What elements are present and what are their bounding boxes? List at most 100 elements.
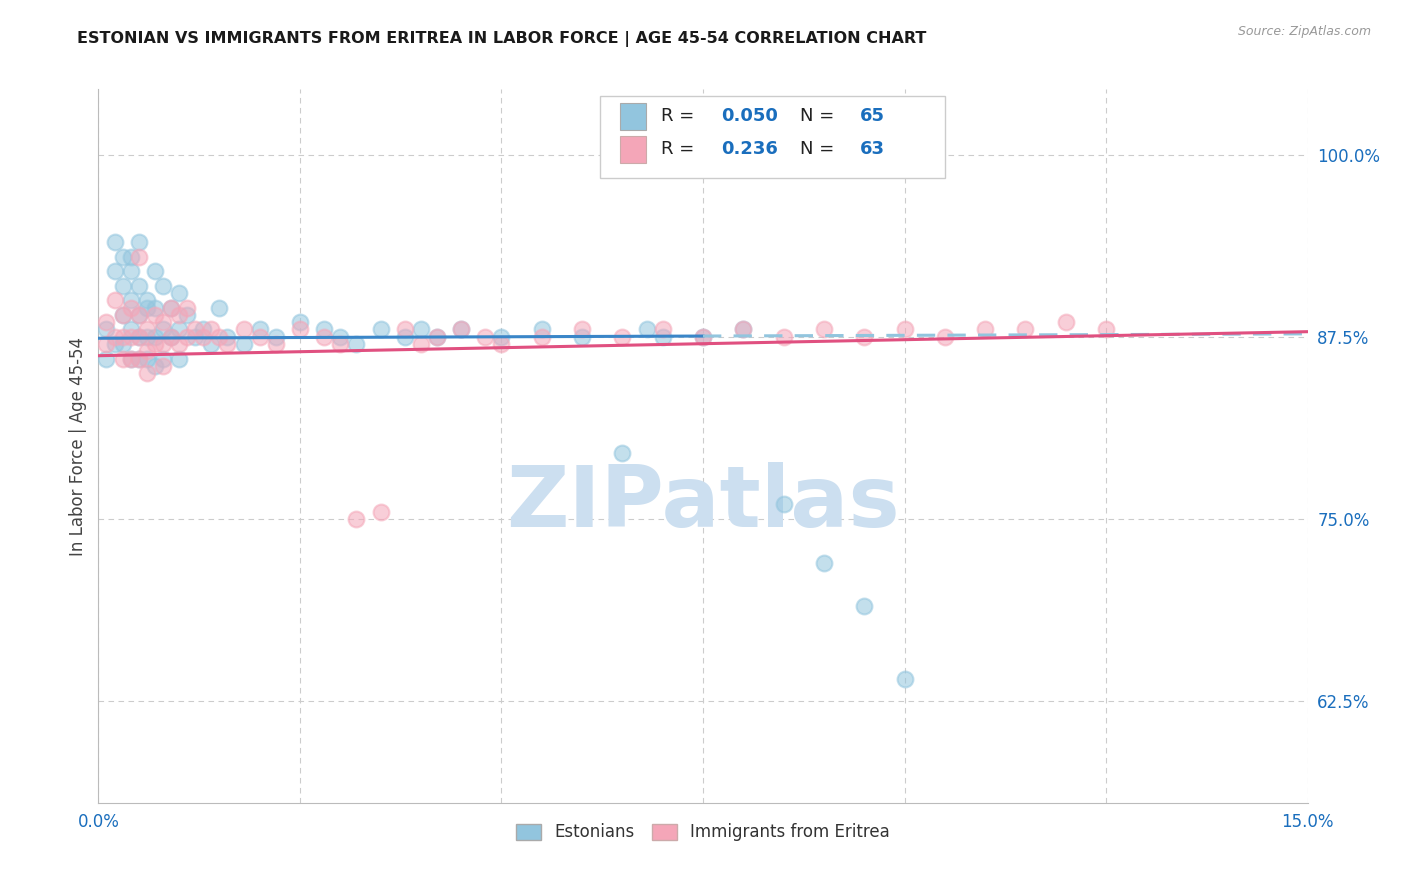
- Point: [176, 301, 198, 315]
- Point: [160, 301, 183, 315]
- Point: [288, 315, 311, 329]
- Point: [152, 315, 174, 329]
- Point: [143, 308, 166, 322]
- Point: [160, 330, 183, 344]
- Text: R =: R =: [661, 107, 700, 125]
- Point: [111, 337, 134, 351]
- Point: [1054, 315, 1077, 329]
- Legend: Estonians, Immigrants from Eritrea: Estonians, Immigrants from Eritrea: [509, 817, 897, 848]
- Point: [200, 322, 222, 336]
- Point: [128, 351, 150, 366]
- Point: [772, 330, 794, 344]
- Point: [329, 330, 352, 344]
- Point: [128, 351, 150, 366]
- Point: [143, 264, 166, 278]
- Point: [370, 322, 392, 336]
- Point: [96, 315, 118, 329]
- Point: [135, 366, 157, 380]
- Point: [288, 322, 311, 336]
- Text: 65: 65: [860, 107, 886, 125]
- Point: [813, 556, 835, 570]
- Point: [409, 322, 432, 336]
- Point: [128, 330, 150, 344]
- Point: [1014, 322, 1036, 336]
- Point: [152, 351, 174, 366]
- Point: [692, 330, 714, 344]
- Point: [893, 672, 915, 686]
- Point: [329, 337, 352, 351]
- Point: [232, 337, 254, 351]
- Point: [96, 351, 118, 366]
- Point: [612, 330, 634, 344]
- Point: [152, 337, 174, 351]
- Point: [491, 337, 513, 351]
- Text: ESTONIAN VS IMMIGRANTS FROM ERITREA IN LABOR FORCE | AGE 45-54 CORRELATION CHART: ESTONIAN VS IMMIGRANTS FROM ERITREA IN L…: [77, 31, 927, 47]
- Point: [344, 512, 367, 526]
- Point: [103, 264, 125, 278]
- Text: Source: ZipAtlas.com: Source: ZipAtlas.com: [1237, 25, 1371, 38]
- Point: [120, 351, 142, 366]
- Point: [167, 286, 190, 301]
- Point: [813, 322, 835, 336]
- Point: [853, 330, 876, 344]
- Point: [135, 344, 157, 359]
- Point: [217, 337, 239, 351]
- Point: [733, 322, 755, 336]
- Point: [314, 330, 336, 344]
- Point: [143, 337, 166, 351]
- Point: [120, 322, 142, 336]
- Point: [167, 308, 190, 322]
- Point: [103, 293, 125, 308]
- Point: [474, 330, 496, 344]
- Point: [120, 351, 142, 366]
- Point: [264, 337, 287, 351]
- Point: [111, 351, 134, 366]
- Point: [193, 330, 215, 344]
- Point: [184, 322, 207, 336]
- Point: [530, 322, 553, 336]
- Text: 63: 63: [860, 140, 886, 158]
- Point: [111, 250, 134, 264]
- Point: [409, 337, 432, 351]
- Point: [128, 330, 150, 344]
- Point: [394, 322, 416, 336]
- Point: [135, 293, 157, 308]
- Point: [135, 301, 157, 315]
- Point: [692, 330, 714, 344]
- Point: [651, 322, 673, 336]
- Point: [120, 330, 142, 344]
- Point: [135, 351, 157, 366]
- Point: [143, 330, 166, 344]
- Point: [651, 330, 673, 344]
- Point: [974, 322, 997, 336]
- Point: [733, 322, 755, 336]
- Point: [135, 322, 157, 336]
- Point: [111, 308, 134, 322]
- Point: [426, 330, 449, 344]
- Point: [249, 330, 271, 344]
- Point: [128, 235, 150, 249]
- Y-axis label: In Labor Force | Age 45-54: In Labor Force | Age 45-54: [69, 336, 87, 556]
- Point: [96, 322, 118, 336]
- Point: [120, 293, 142, 308]
- Point: [853, 599, 876, 614]
- Point: [193, 322, 215, 336]
- Point: [450, 322, 472, 336]
- Point: [249, 322, 271, 336]
- Text: N =: N =: [800, 140, 839, 158]
- Point: [370, 504, 392, 518]
- Text: R =: R =: [661, 140, 700, 158]
- Point: [167, 322, 190, 336]
- Point: [176, 308, 198, 322]
- Point: [128, 278, 150, 293]
- Point: [120, 301, 142, 315]
- Point: [176, 330, 198, 344]
- Point: [128, 308, 150, 322]
- Point: [96, 337, 118, 351]
- FancyBboxPatch shape: [600, 96, 945, 178]
- Point: [120, 250, 142, 264]
- FancyBboxPatch shape: [620, 136, 647, 162]
- Point: [772, 497, 794, 511]
- Point: [152, 359, 174, 373]
- Point: [208, 301, 231, 315]
